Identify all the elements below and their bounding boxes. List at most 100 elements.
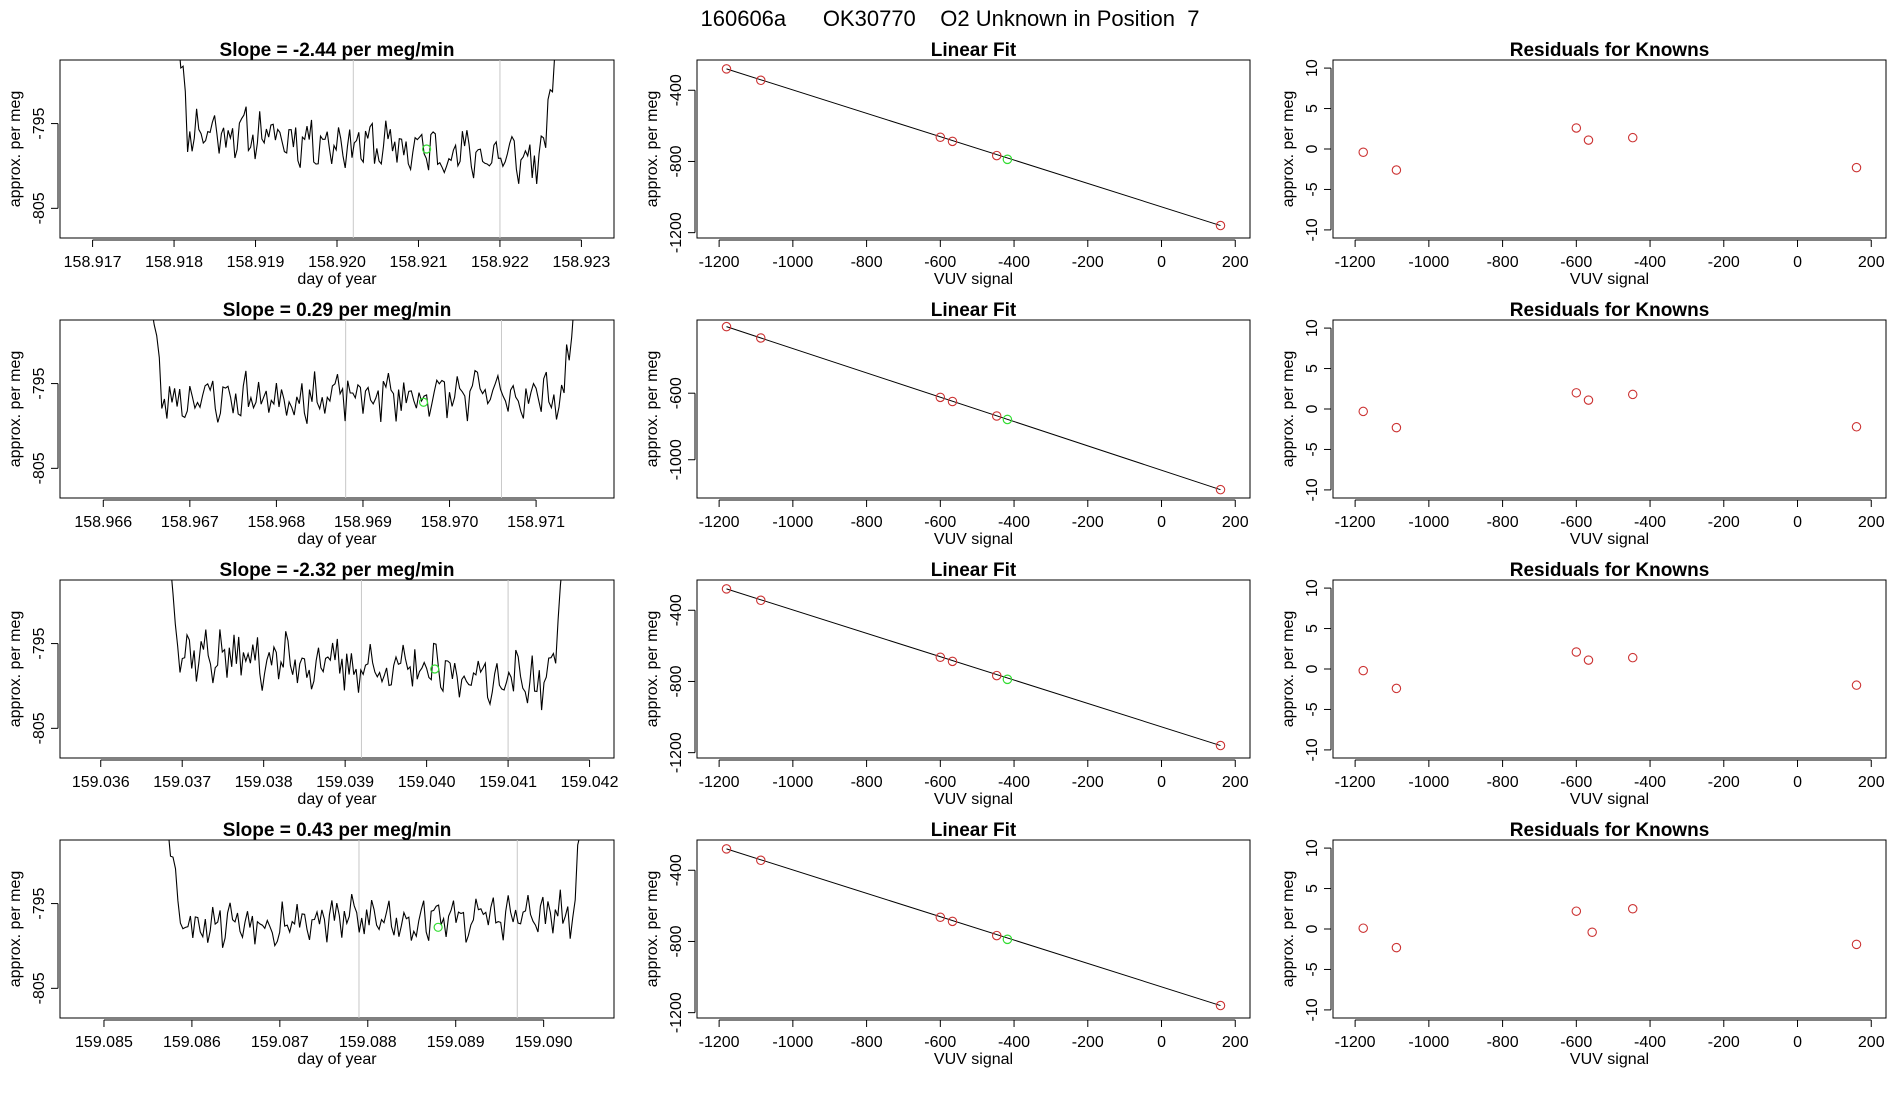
known-point <box>1358 147 1368 157</box>
known-point <box>1571 647 1582 657</box>
y-axis-label: approx. per meg <box>7 871 24 988</box>
plot-frame <box>1332 839 1887 1019</box>
unknown-highlight-point <box>433 922 443 932</box>
x-tick-label: -800 <box>1487 514 1519 531</box>
x-tick-label: -1000 <box>1408 514 1449 531</box>
x-tick-label: 159.088 <box>339 1034 397 1051</box>
y-tick-label: -5 <box>1304 442 1321 456</box>
plot-area <box>1358 388 1862 433</box>
x-axis-label: VUV signal <box>1570 271 1649 288</box>
known-point <box>1391 422 1402 433</box>
y-tick-label: -5 <box>1304 702 1321 716</box>
x-tick-label: -1000 <box>772 774 813 791</box>
known-point <box>1391 683 1402 694</box>
x-tick-label: 0 <box>1157 774 1166 791</box>
x-tick-label: -200 <box>1072 1034 1104 1051</box>
plot-frame <box>59 839 615 1019</box>
x-tick-label: -400 <box>1634 514 1666 531</box>
x-tick-label: -200 <box>1072 774 1104 791</box>
known-point <box>721 321 732 332</box>
unknown-highlight-point <box>418 397 429 407</box>
known-point <box>756 75 766 86</box>
x-tick-label: 0 <box>1793 1034 1802 1051</box>
x-tick-label: -800 <box>1487 774 1519 791</box>
x-tick-label: 200 <box>1858 514 1885 531</box>
x-tick-label: 159.090 <box>515 1034 573 1051</box>
x-tick-label: -400 <box>1634 774 1666 791</box>
y-tick-label: 5 <box>1304 104 1321 113</box>
known-point <box>1583 395 1594 405</box>
x-tick-label: 200 <box>1222 514 1249 531</box>
y-tick-label: 5 <box>1304 624 1321 633</box>
plot-area <box>179 60 555 238</box>
time-series-line <box>171 580 562 711</box>
x-tick-label: 158.923 <box>552 254 610 271</box>
y-tick-label: -805 <box>31 452 48 484</box>
x-tick-label: 200 <box>1222 1034 1249 1051</box>
known-point <box>1851 680 1862 690</box>
y-tick-label: 10 <box>1304 319 1321 337</box>
y-axis-label: approx. per meg <box>644 351 661 468</box>
y-axis-label: approx. per meg <box>644 871 661 988</box>
known-point <box>1851 162 1862 173</box>
plot-area <box>1358 647 1862 694</box>
x-tick-label: 0 <box>1793 514 1802 531</box>
y-tick-label: -400 <box>668 74 685 106</box>
known-point <box>721 584 732 594</box>
known-point <box>1627 652 1638 663</box>
x-tick-label: -1000 <box>1408 254 1449 271</box>
x-tick-label: -200 <box>1708 774 1740 791</box>
x-tick-label: 0 <box>1157 1034 1166 1051</box>
x-tick-label: 159.087 <box>251 1034 309 1051</box>
panel-title: Linear Fit <box>931 820 1017 841</box>
x-tick-label: -600 <box>924 254 956 271</box>
known-point <box>947 656 958 667</box>
panel-3-1: Slope = -2.32 per meg/min 159.036 159.037 1… <box>7 560 619 808</box>
x-tick-label: 158.971 <box>507 514 565 531</box>
known-point <box>1571 388 1582 398</box>
x-tick-label: 158.922 <box>471 254 529 271</box>
known-point <box>1391 165 1402 175</box>
known-point <box>1627 389 1638 400</box>
x-tick-label: -800 <box>1487 1034 1519 1051</box>
x-tick-label: -200 <box>1708 1034 1740 1051</box>
known-point <box>1358 923 1368 933</box>
known-point <box>1627 904 1638 914</box>
panel-3-3: Residuals for Knowns-1200 -1000 -800 -600 -4… <box>1280 560 1887 808</box>
x-tick-label: -800 <box>851 1034 883 1051</box>
x-tick-label: 158.917 <box>64 254 122 271</box>
panel-title: Residuals for Knowns <box>1510 820 1710 841</box>
plot-area <box>721 64 1226 231</box>
plot-area <box>721 584 1226 751</box>
x-tick-label: 200 <box>1222 254 1249 271</box>
known-point <box>1215 1000 1226 1011</box>
known-point <box>947 396 958 407</box>
known-point <box>1571 906 1582 916</box>
known-point <box>935 132 946 143</box>
x-axis-label: day of year <box>297 791 377 808</box>
x-tick-label: 200 <box>1222 774 1249 791</box>
x-tick-label: 200 <box>1858 1034 1885 1051</box>
x-tick-label: -1200 <box>699 254 740 271</box>
y-axis-label: approx. per meg <box>644 91 661 208</box>
x-tick-label: -800 <box>1487 254 1519 271</box>
x-tick-label: -200 <box>1072 514 1104 531</box>
x-tick-label: -400 <box>1634 1034 1666 1051</box>
x-tick-label: -400 <box>998 514 1030 531</box>
y-tick-label: -795 <box>31 367 48 399</box>
known-point <box>935 912 946 923</box>
fit-line <box>726 848 1221 1007</box>
plot-area <box>721 844 1226 1011</box>
known-point <box>991 150 1002 161</box>
panel-4-2: Linear Fit -1200 -1000 -800 -600 -400 -200 0 200… <box>644 820 1251 1068</box>
plot-frame <box>696 839 1251 1019</box>
x-tick-label: 159.085 <box>75 1034 133 1051</box>
x-tick-label: -400 <box>998 774 1030 791</box>
x-axis-label: VUV signal <box>934 531 1013 548</box>
known-point <box>1358 406 1368 417</box>
figure-title: 160606a OK30770 O2 Unknown in Position 7 <box>701 6 1200 31</box>
y-tick-label: -800 <box>668 665 685 697</box>
x-tick-label: -600 <box>1560 514 1592 531</box>
x-tick-label: -1200 <box>1335 1034 1376 1051</box>
